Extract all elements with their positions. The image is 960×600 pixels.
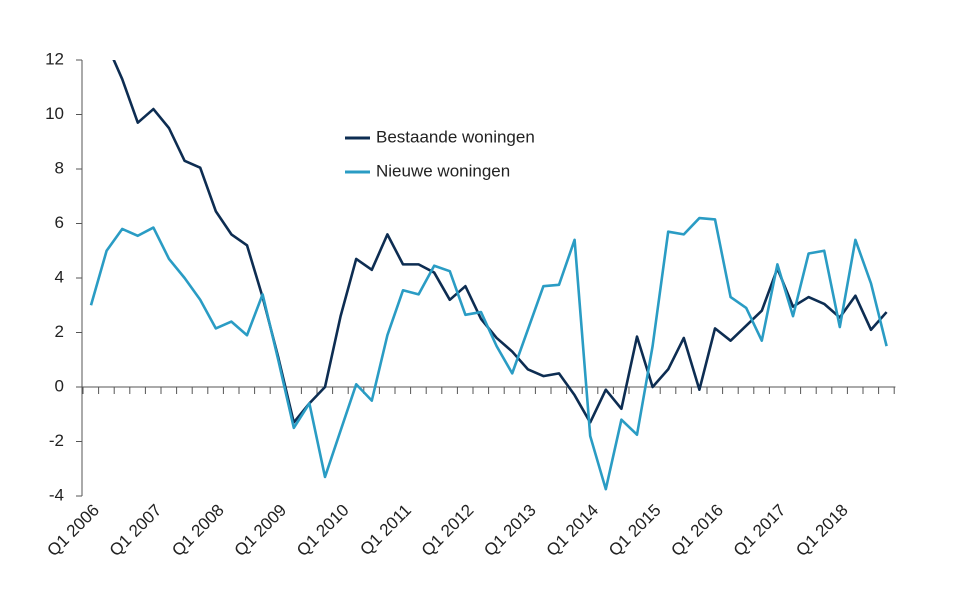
legend-label: Bestaande woningen [376, 127, 535, 146]
x-tick-label: Q1 2008 [168, 501, 228, 561]
x-tick-label: Q1 2012 [418, 501, 478, 561]
x-tick-label: Q1 2009 [231, 501, 291, 561]
y-tick-label: 2 [55, 322, 64, 341]
x-tick-label: Q1 2015 [605, 501, 665, 561]
x-tick-label: Q1 2006 [43, 501, 103, 561]
x-tick-label: Q1 2016 [667, 501, 727, 561]
legend-label: Nieuwe woningen [376, 161, 510, 180]
x-tick-label: Q1 2007 [106, 501, 166, 561]
y-tick-label: 4 [55, 267, 64, 286]
y-tick-label: 6 [55, 213, 64, 232]
x-tick-label: Q1 2014 [543, 501, 603, 561]
y-tick-label: 12 [45, 49, 64, 68]
x-tick-label: Q1 2013 [480, 501, 540, 561]
x-tick-label: Q1 2011 [356, 501, 415, 560]
x-tick-label: Q1 2017 [730, 501, 790, 561]
x-tick-label: Q1 2018 [792, 501, 852, 561]
plot-area [89, 60, 888, 491]
y-tick-label: 8 [55, 158, 64, 177]
y-tick-label: -2 [49, 431, 64, 450]
y-tick-label: 10 [45, 104, 64, 123]
y-tick-label: -4 [49, 485, 64, 504]
line-series [89, 216, 888, 491]
x-tick-label: Q1 2010 [293, 501, 353, 561]
line-series [112, 60, 888, 424]
y-tick-label: 0 [55, 376, 64, 395]
